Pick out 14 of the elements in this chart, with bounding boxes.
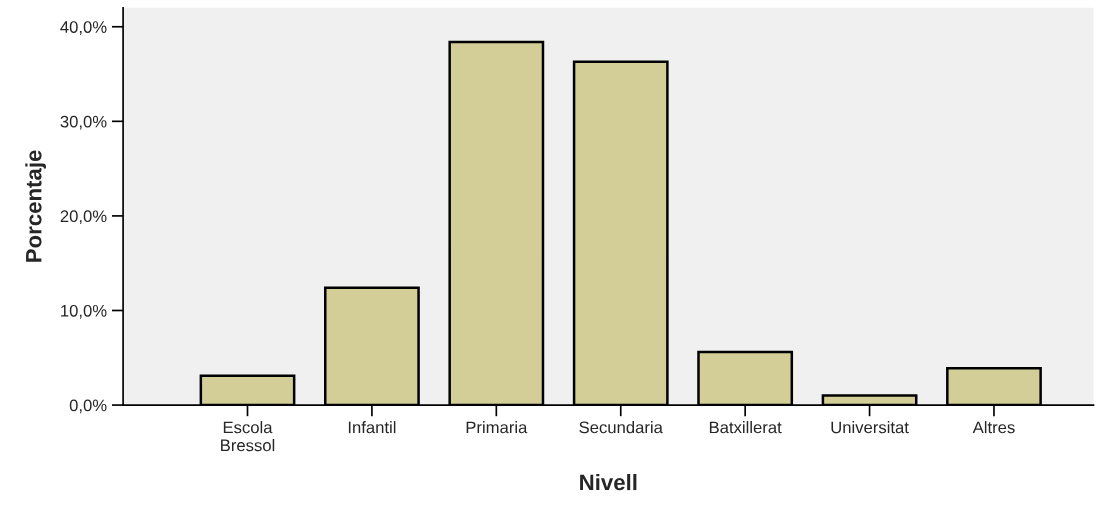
y-tick-label: 20,0% (60, 210, 107, 225)
x-tick-label: Escola Bressol (221, 421, 275, 452)
y-tick-label: 30,0% (60, 115, 107, 130)
y-tick-label: 40,0% (60, 21, 107, 35)
x-tick-label: Infantil (348, 421, 396, 434)
y-tick-label: 10,0% (61, 304, 107, 319)
x-tick-label: Secundaria (579, 421, 663, 434)
x-tick-label: Batxillerat (709, 421, 782, 434)
y-axis-title: Porcentaje (25, 150, 46, 262)
x-tick-label: Altres (972, 421, 1015, 434)
x-tick-label: Universitat (831, 421, 909, 434)
x-axis-title: Nivell (580, 473, 637, 491)
x-tick-label: Primaria (466, 421, 528, 434)
y-tick-label: 0,0% (69, 399, 107, 414)
